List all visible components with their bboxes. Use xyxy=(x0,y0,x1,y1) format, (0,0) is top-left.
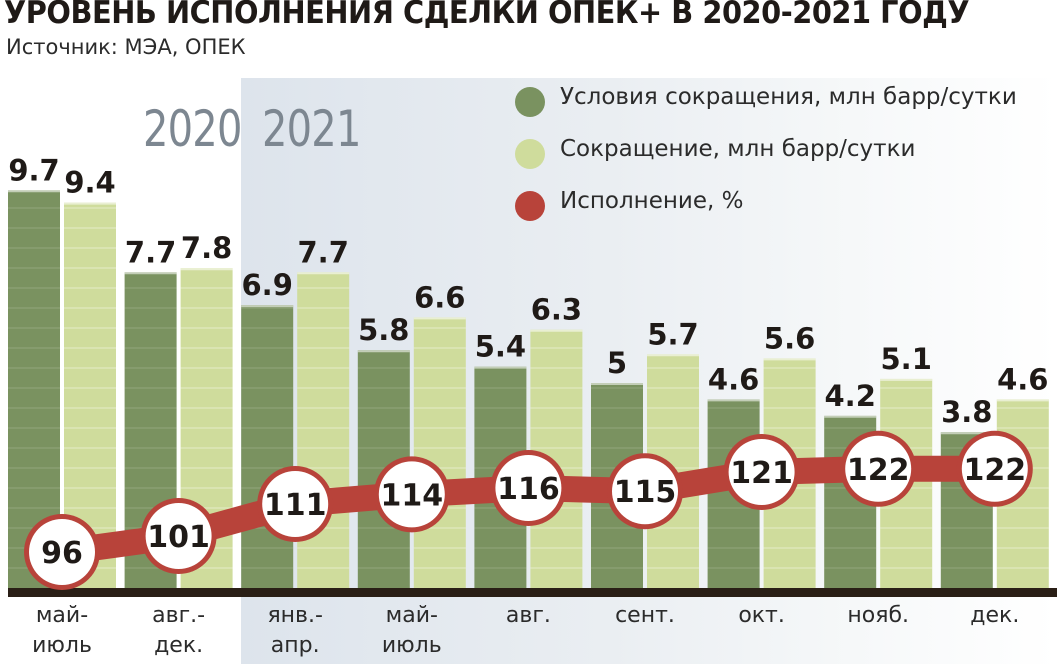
bar-value-label: 6.6 xyxy=(414,280,465,314)
bar-reduction-3 xyxy=(413,317,466,588)
bar-value-label: 5.6 xyxy=(764,321,815,355)
execution-value-label: 96 xyxy=(41,536,83,571)
execution-point xyxy=(262,471,329,537)
bar-conditions-2 xyxy=(241,305,294,588)
bar-value-label: 6.9 xyxy=(242,268,293,302)
year-label-2021: 2021 xyxy=(262,100,361,158)
bar-value-label: 5.8 xyxy=(358,313,409,347)
bar-value-label: 4.6 xyxy=(708,362,759,396)
execution-point xyxy=(845,435,912,502)
execution-value-label: 111 xyxy=(264,488,327,523)
execution-point xyxy=(961,435,1028,502)
category-label: дек. xyxy=(154,633,203,658)
category-label: окт. xyxy=(738,603,785,628)
category-label: май- xyxy=(386,603,438,628)
bar-value-label: 4.2 xyxy=(825,379,876,413)
category-label: дек. xyxy=(970,603,1019,628)
category-label: авг. xyxy=(506,603,551,628)
bar-value-label: 4.6 xyxy=(997,362,1048,396)
legend-label-execution: Исполнение, % xyxy=(560,188,744,214)
legend-label-reduction: Сокращение, млн барр/сутки xyxy=(560,136,916,162)
legend-label-conditions: Условия сокращения, млн барр/сутки xyxy=(560,84,1017,110)
bar-value-label: 9.7 xyxy=(8,153,59,187)
category-label: июль xyxy=(382,633,442,658)
category-label: сент. xyxy=(615,603,675,628)
bar-value-label: 9.4 xyxy=(64,166,115,200)
execution-value-label: 121 xyxy=(730,456,793,491)
bar-value-label: 3.8 xyxy=(941,395,992,429)
x-axis-baseline xyxy=(8,588,1057,597)
legend-swatch-execution xyxy=(515,191,545,221)
bar-value-label: 5.7 xyxy=(647,317,698,351)
bar-value-label: 5.1 xyxy=(881,342,932,376)
execution-point xyxy=(495,455,562,521)
execution-point xyxy=(29,519,95,585)
category-label: апр. xyxy=(271,633,320,658)
category-label: май- xyxy=(36,603,88,628)
execution-point xyxy=(145,503,212,569)
execution-point xyxy=(728,439,795,505)
category-label: янв.- xyxy=(267,603,323,628)
category-label: июль xyxy=(32,633,92,658)
category-label: авг.- xyxy=(152,603,205,628)
bar-value-label: 7.7 xyxy=(298,235,349,269)
bar-value-label: 5 xyxy=(607,346,627,380)
execution-value-label: 116 xyxy=(497,472,560,507)
chart-subtitle: Источник: МЭА, ОПЕК xyxy=(6,35,246,59)
execution-value-label: 122 xyxy=(847,453,910,488)
bar-value-label: 7.8 xyxy=(181,231,232,265)
category-label: нояб. xyxy=(847,603,909,628)
execution-value-label: 101 xyxy=(147,520,210,555)
bar-value-label: 5.4 xyxy=(475,330,526,364)
execution-value-label: 115 xyxy=(614,475,677,510)
execution-point xyxy=(612,458,678,525)
bar-value-label: 7.7 xyxy=(125,235,176,269)
year-label-2020: 2020 xyxy=(143,100,242,158)
execution-value-label: 114 xyxy=(380,478,443,513)
bar-value-label: 6.3 xyxy=(531,293,582,327)
execution-point xyxy=(378,461,445,528)
legend-swatch-conditions xyxy=(515,87,545,117)
legend-swatch-reduction xyxy=(515,139,545,169)
execution-value-label: 122 xyxy=(963,453,1026,488)
chart-title: УРОВЕНЬ ИСПОЛНЕНИЯ СДЕЛКИ ОПЕК+ В 2020-2… xyxy=(4,0,970,31)
